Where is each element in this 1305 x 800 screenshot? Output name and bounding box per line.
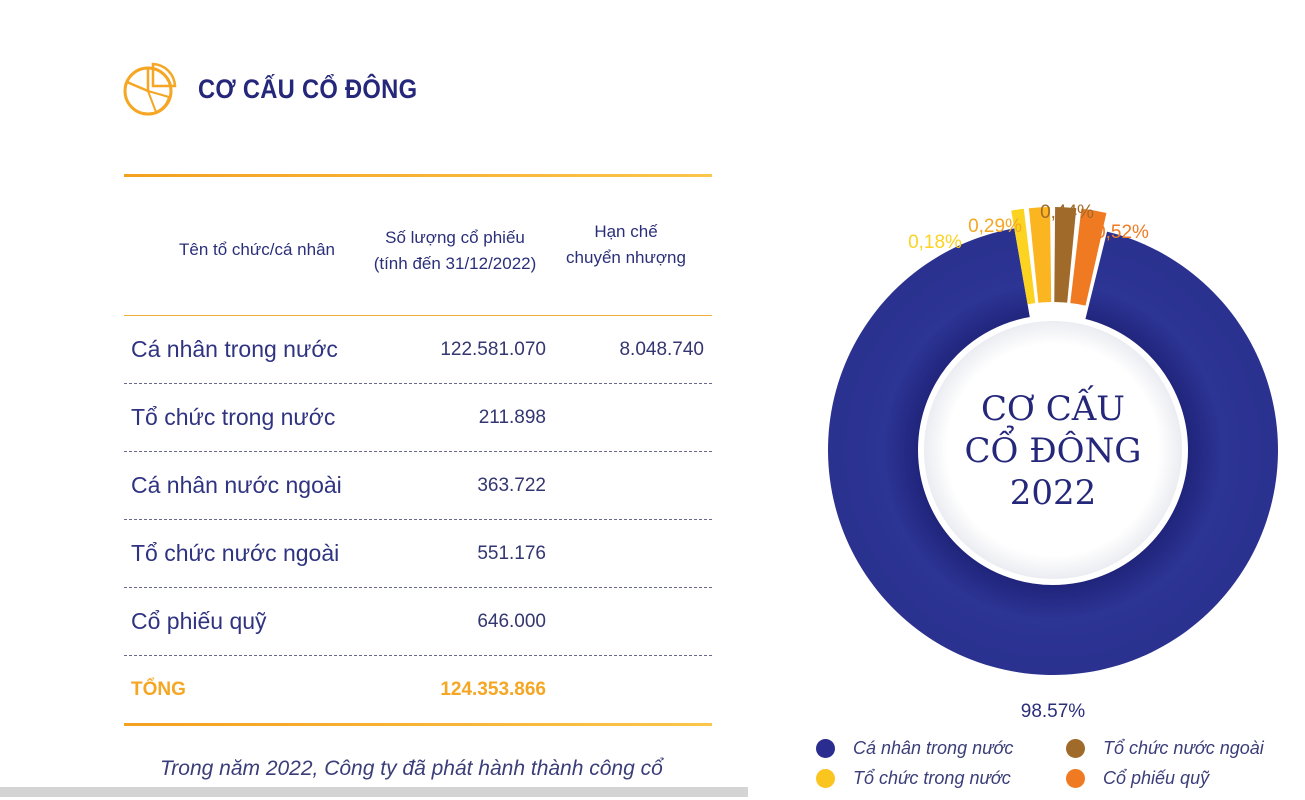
column-header-name: Tên tổ chức/cá nhân [179,240,335,259]
table-top-rule [124,174,712,177]
row-name: Cổ phiếu quỹ [131,608,267,634]
column-header-restricted: Hạn chế chuyển nhượng [556,219,696,271]
donut-slice [1011,208,1036,305]
donut-slice-cá-nhân-trong-nước [828,228,1278,675]
legend-label: Cổ phiếu quỹ [1103,768,1210,788]
donut-center-title: CƠ CẤU [981,385,1125,429]
legend-item: Tổ chức nước ngoài [1066,738,1264,759]
donut-slice-label: 98.57% [1021,701,1086,722]
row-shares: 122.581.070 [440,339,546,360]
pie-chart-icon [123,62,177,116]
legend-item: Cá nhân trong nước [816,738,1013,759]
page-scrollbar[interactable] [0,787,748,797]
column-header-shares-line1: Số lượng cổ phiếu [385,228,525,247]
table-header: Tên tổ chức/cá nhân Số lượng cổ phiếu (t… [124,177,712,316]
table-total-row: TỔNG 124.353.866 [124,656,712,723]
donut-slice [1054,207,1077,303]
legend-label: Tổ chức trong nước [853,768,1011,788]
row-shares: 211.898 [478,407,546,428]
row-name: Tổ chức nước ngoài [131,540,340,566]
row-shares: 551.176 [477,543,546,564]
column-header-shares-line2: (tính đến 31/12/2022) [373,254,537,273]
legend-swatch [1066,769,1085,788]
table-bottom-rule [124,723,712,726]
legend-swatch [816,769,835,788]
total-label: TỔNG [131,679,186,700]
donut-slice [1028,207,1052,303]
column-header-shares: Số lượng cổ phiếu (tính đến 31/12/2022) [360,225,550,277]
row-shares: 646.000 [477,611,546,632]
donut-slice-label: 0,29% [968,216,1022,237]
row-name: Tổ chức trong nước [131,404,336,430]
shareholder-table: Tên tổ chức/cá nhân Số lượng cổ phiếu (t… [124,174,712,726]
donut-center [918,315,1188,585]
legend-item: Cổ phiếu quỹ [1066,768,1209,789]
legend-item: Tổ chức trong nước [816,768,1011,789]
column-header-restricted-line1: Hạn chế [594,222,658,241]
table-row: Cá nhân nước ngoài 363.722 [124,452,712,520]
page-title: CƠ CẤU CỔ ĐÔNG [198,73,418,104]
donut-slice-label: 0,18% [908,232,962,253]
donut-slice-label: 0,52% [1095,222,1149,243]
donut-slice-label: 0,44% [1040,202,1094,223]
row-name: Cá nhân trong nước [131,336,338,362]
legend-label: Cá nhân trong nước [853,738,1014,758]
table-row: Cổ phiếu quỹ 646.000 [124,588,712,656]
table-row: Tổ chức nước ngoài 551.176 [124,520,712,588]
total-shares: 124.353.866 [440,679,546,700]
table-row: Cá nhân trong nước 122.581.070 8.048.740 [124,316,712,384]
donut-center-title: 2022 [1010,473,1097,513]
row-name: Cá nhân nước ngoài [131,472,342,498]
row-restricted: 8.048.740 [619,339,704,360]
column-header-restricted-line2: chuyển nhượng [566,248,686,267]
chart-legend: Cá nhân trong nước Tổ chức nước ngoài Tổ… [812,730,1292,800]
donut-slice [1070,208,1107,306]
table-row: Tổ chức trong nước 211.898 [124,384,712,452]
body-paragraph: Trong năm 2022, Công ty đã phát hành thà… [160,757,663,780]
legend-swatch [1066,739,1085,758]
legend-label: Tổ chức nước ngoài [1103,738,1264,758]
row-shares: 363.722 [477,475,546,496]
donut-center-title: CỔ ĐÔNG [965,425,1142,471]
legend-swatch [816,739,835,758]
section-header: CƠ CẤU CỔ ĐÔNG [122,60,447,118]
